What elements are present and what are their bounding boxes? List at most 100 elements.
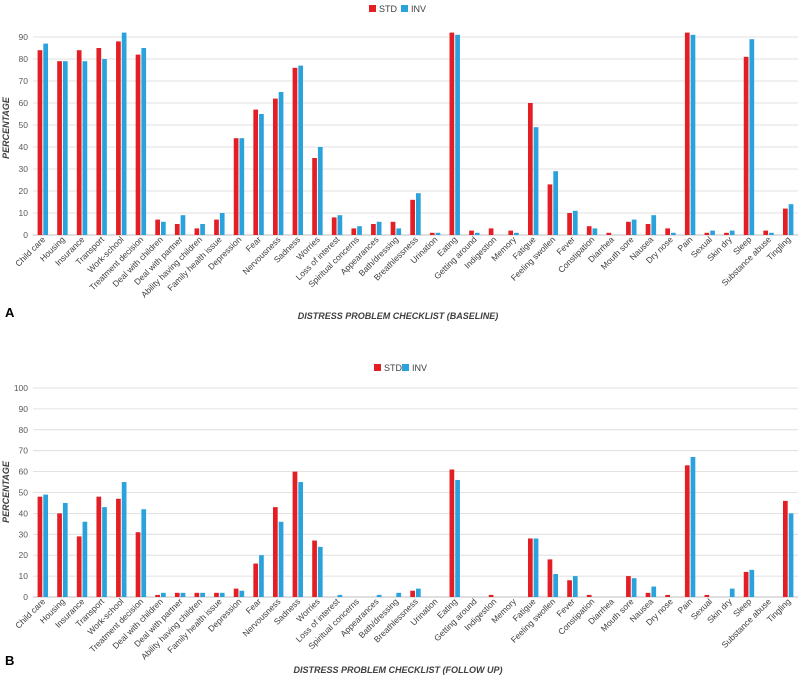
y-tick-label: 40	[19, 142, 29, 152]
bar-inv	[396, 228, 402, 235]
bar-inv	[259, 114, 264, 235]
bar-std	[233, 138, 239, 235]
y-tick-label: 50	[19, 120, 29, 130]
legend-label-inv: INV	[412, 363, 427, 373]
bar-inv	[121, 482, 127, 597]
bar-inv	[416, 193, 421, 235]
bar-std	[449, 32, 455, 235]
bar-inv	[82, 521, 88, 597]
bar-std	[233, 588, 239, 597]
bar-std	[508, 230, 514, 235]
bar-std	[645, 592, 651, 597]
bar-std	[116, 498, 121, 597]
bar-std	[371, 224, 376, 235]
bar-inv	[102, 59, 107, 235]
bar-inv	[62, 502, 68, 597]
bar-std	[684, 465, 690, 597]
bar-std	[606, 232, 612, 235]
bar-std	[253, 109, 259, 235]
bar-std	[57, 513, 62, 597]
x-axis-title-a: DISTRESS PROBLEM CHECKLIST (BASELINE)	[298, 311, 499, 321]
bar-std	[704, 594, 710, 597]
bar-inv	[788, 513, 794, 597]
bar-std	[626, 221, 631, 235]
bar-std	[586, 226, 592, 235]
bar-inv	[200, 224, 205, 235]
bar-inv	[533, 127, 539, 235]
bar-inv	[690, 34, 696, 235]
bar-std	[567, 580, 572, 597]
bar-inv	[671, 232, 676, 235]
bar-inv	[631, 219, 637, 235]
y-tick-label: 0	[23, 230, 28, 240]
bar-std	[57, 61, 62, 236]
bar-inv	[651, 215, 657, 235]
bar-std	[272, 507, 278, 597]
bar-std	[665, 228, 670, 235]
panel-label-b: B	[5, 653, 14, 668]
bar-inv	[239, 138, 245, 235]
y-tick-label: 100	[14, 383, 28, 393]
bar-std	[547, 184, 553, 235]
legend-swatch-inv	[401, 5, 408, 12]
y-tick-label: 10	[19, 208, 29, 218]
bar-inv	[769, 232, 774, 235]
bar-inv	[259, 555, 264, 597]
bar-inv	[553, 574, 559, 597]
y-tick-label: 60	[19, 98, 29, 108]
legend-label-std: STD	[384, 363, 403, 373]
bar-inv	[553, 171, 559, 235]
bar-inv	[435, 232, 441, 235]
y-tick-label: 20	[19, 550, 29, 560]
bar-std	[724, 232, 729, 235]
bar-inv	[631, 578, 637, 597]
y-tick-label: 20	[19, 186, 29, 196]
bar-std	[488, 228, 494, 235]
bar-inv	[690, 456, 696, 597]
bar-inv	[729, 588, 735, 597]
bar-std	[410, 199, 415, 235]
legend-label-inv: INV	[411, 4, 426, 14]
bar-std	[37, 50, 43, 236]
bar-std	[684, 32, 690, 235]
bar-inv	[200, 592, 205, 597]
bar-inv	[141, 48, 147, 235]
bar-std	[292, 67, 298, 235]
bar-inv	[43, 494, 49, 597]
bar-std	[763, 230, 769, 235]
y-tick-label: 0	[23, 592, 28, 602]
bar-inv	[729, 230, 735, 235]
bar-inv	[102, 507, 107, 597]
y-tick-label: 80	[19, 425, 29, 435]
bar-std	[488, 594, 494, 597]
bar-std	[782, 500, 788, 597]
bar-inv	[396, 592, 402, 597]
bar-std	[743, 56, 749, 235]
bar-inv	[455, 34, 460, 235]
x-axis-title-b: DISTRESS PROBLEM CHECKLIST (FOLLOW UP)	[294, 665, 503, 675]
bar-inv	[749, 569, 755, 597]
bar-std	[449, 469, 455, 597]
bar-inv	[180, 215, 186, 235]
bar-std	[469, 230, 474, 235]
bar-std	[410, 590, 415, 597]
bar-std	[312, 158, 317, 235]
bar-std	[174, 592, 180, 597]
bar-inv	[455, 479, 460, 597]
bar-inv	[514, 232, 519, 235]
bar-inv	[180, 592, 186, 597]
y-tick-label: 50	[19, 488, 29, 498]
bar-std	[292, 471, 298, 597]
bar-std	[312, 540, 317, 597]
bar-std	[527, 538, 533, 597]
legend-b: STD INV	[374, 363, 427, 373]
bar-std	[214, 592, 219, 597]
bar-std	[194, 228, 200, 235]
y-axis-title-b: PERCENTAGE	[1, 460, 11, 523]
bar-std	[37, 496, 43, 597]
bar-std	[272, 98, 278, 235]
bar-inv	[62, 61, 68, 236]
bar-std	[155, 219, 160, 235]
